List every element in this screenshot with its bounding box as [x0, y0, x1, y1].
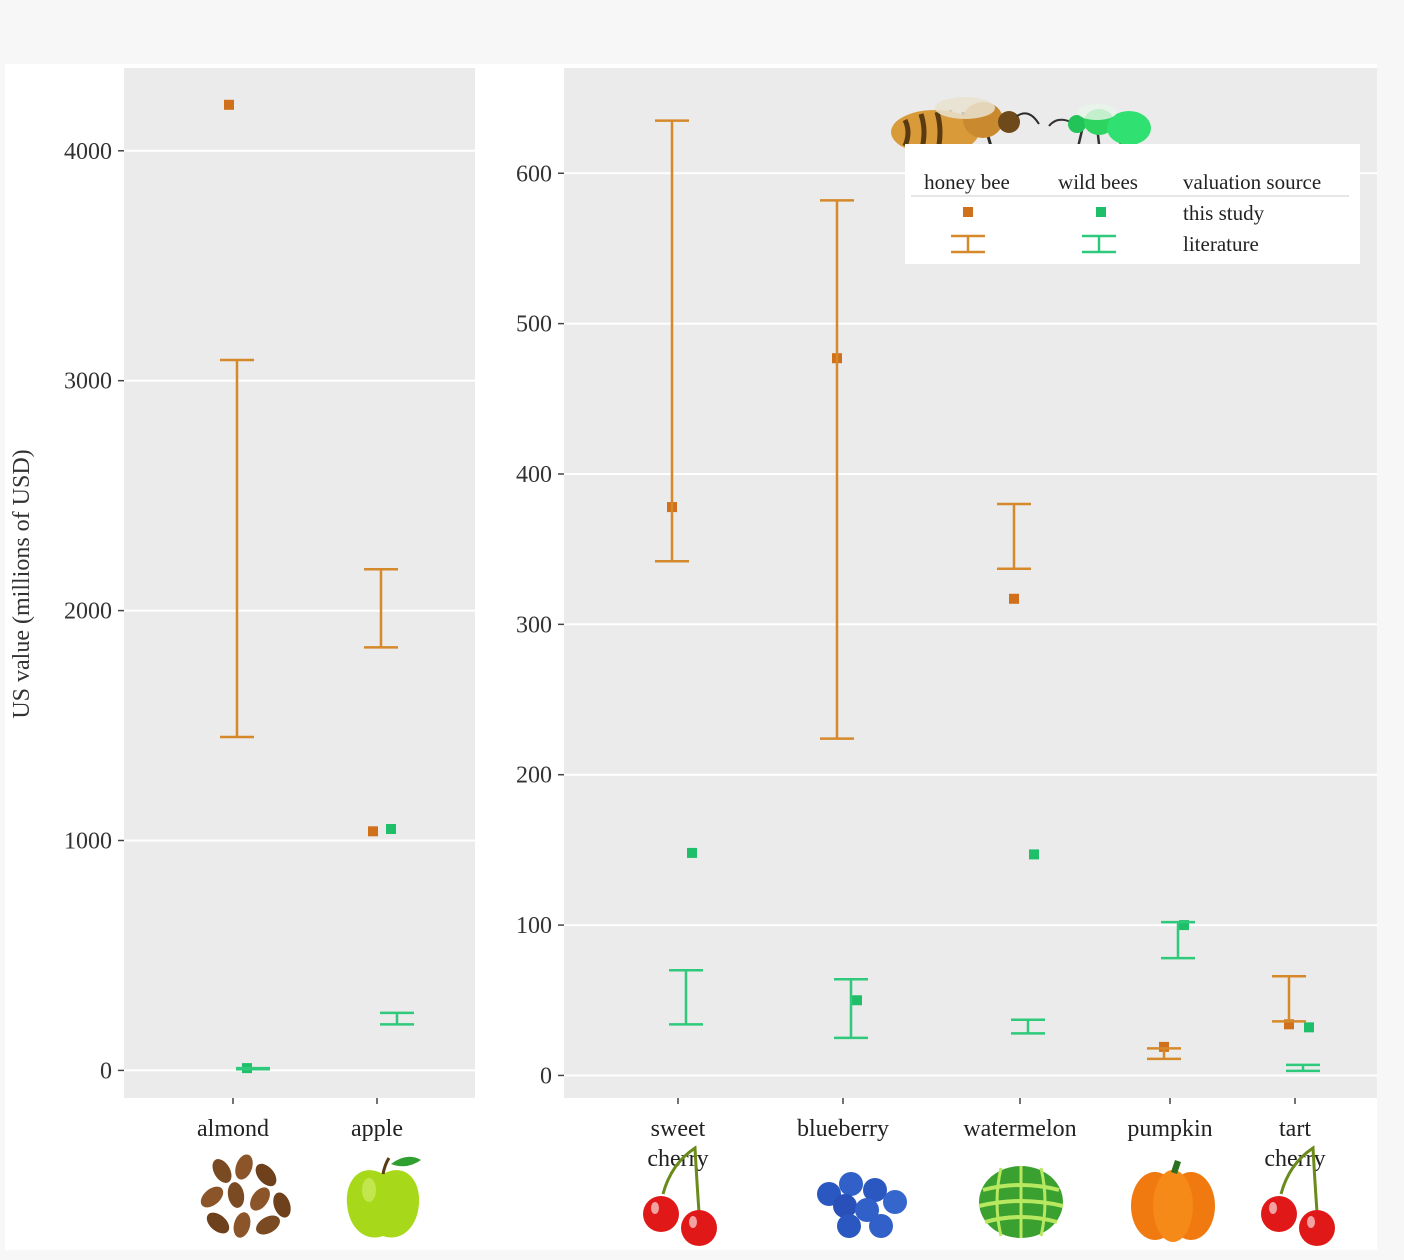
y-tick-label: 3000 — [64, 369, 112, 395]
data-point — [1304, 1022, 1314, 1033]
data-point — [1159, 1041, 1169, 1052]
data-point — [852, 995, 862, 1006]
y-axis-title: US value (millions of USD) — [9, 449, 35, 718]
error-bar — [380, 1011, 414, 1026]
data-point — [224, 99, 234, 110]
legend-header-honey-bee: honey bee — [924, 170, 1010, 194]
almond-icon — [200, 1154, 291, 1238]
category-label: watermelon — [963, 1116, 1076, 1142]
error-bar — [655, 119, 689, 563]
left-x-axis: almond apple — [197, 1098, 403, 1142]
legend: honey bee wild bees valuation source thi… — [891, 97, 1360, 264]
blueberry-icon — [817, 1172, 907, 1238]
figure-card: 0 1000 2000 3000 4000 0 100 200 300 400 500 600 al… — [5, 64, 1377, 1250]
y-tick-label: 500 — [516, 312, 552, 338]
y-tick-label: 400 — [516, 462, 552, 488]
y-tick-label: 600 — [516, 161, 552, 187]
error-bar — [1161, 920, 1195, 960]
legend-header-valuation-source: valuation source — [1183, 170, 1321, 194]
legend-row-this-study: this study — [1183, 201, 1265, 225]
legend-wild-bees-point — [1096, 207, 1106, 217]
legend-honey-bee-errorbar — [951, 234, 985, 254]
y-tick-label: 100 — [516, 913, 552, 939]
y-tick-label: 4000 — [64, 139, 112, 165]
data-point — [386, 824, 396, 835]
legend-header-wild-bees: wild bees — [1058, 170, 1138, 194]
error-bar — [669, 968, 703, 1026]
data-point — [1029, 849, 1039, 860]
right-x-axis: sweet cherry blueberry watermelon pumpkin tar… — [647, 1098, 1326, 1172]
error-bar — [220, 358, 254, 739]
error-bar — [1011, 1018, 1045, 1035]
category-label: sweet — [651, 1116, 706, 1142]
y-tick-label: 2000 — [64, 599, 112, 625]
category-label: apple — [351, 1116, 403, 1142]
data-point — [1284, 1019, 1294, 1030]
y-tick-label: 200 — [516, 763, 552, 789]
y-tick-label: 0 — [540, 1063, 552, 1089]
data-point — [687, 847, 697, 858]
legend-box — [905, 144, 1360, 264]
category-label: almond — [197, 1116, 269, 1142]
category-label: cherry — [1264, 1146, 1325, 1172]
wild-bee-icon — [1048, 104, 1151, 163]
data-point — [1179, 920, 1189, 931]
cherry-icon — [1261, 1145, 1335, 1246]
category-label: blueberry — [797, 1116, 889, 1142]
left-data-marks — [220, 99, 414, 1074]
right-data-marks — [655, 119, 1320, 1073]
y-tick-label: 1000 — [64, 829, 112, 855]
error-bar — [364, 567, 398, 649]
category-label: tart — [1279, 1116, 1311, 1142]
y-tick-label: 300 — [516, 612, 552, 638]
y-tick-label: 0 — [100, 1058, 112, 1084]
error-bar — [1272, 974, 1306, 1023]
error-bar — [236, 1066, 270, 1071]
category-label: pumpkin — [1127, 1116, 1212, 1142]
error-bar — [1147, 1047, 1181, 1061]
legend-row-literature: literature — [1183, 232, 1259, 256]
right-gridlines — [564, 172, 1377, 1077]
error-bar — [820, 199, 854, 740]
error-bar — [1286, 1063, 1320, 1073]
data-point — [1009, 593, 1019, 604]
category-label: cherry — [647, 1146, 708, 1172]
data-point — [368, 826, 378, 837]
apple-icon — [346, 1156, 421, 1238]
error-bar — [997, 502, 1031, 570]
chart: 0 1000 2000 3000 4000 0 100 200 300 400 500 600 al… — [9, 68, 1377, 1246]
pumpkin-icon — [1131, 1160, 1215, 1242]
left-panel-background — [124, 68, 475, 1098]
left-y-axis: 0 1000 2000 3000 4000 — [64, 139, 124, 1084]
right-y-axis: 0 100 200 300 400 500 600 — [516, 161, 564, 1089]
watermelon-icon — [978, 1166, 1064, 1238]
error-bar — [834, 977, 868, 1040]
left-gridlines — [124, 149, 475, 1072]
legend-honey-bee-point — [963, 207, 973, 217]
legend-wild-bees-errorbar — [1082, 234, 1116, 254]
cherry-icon — [643, 1145, 717, 1246]
